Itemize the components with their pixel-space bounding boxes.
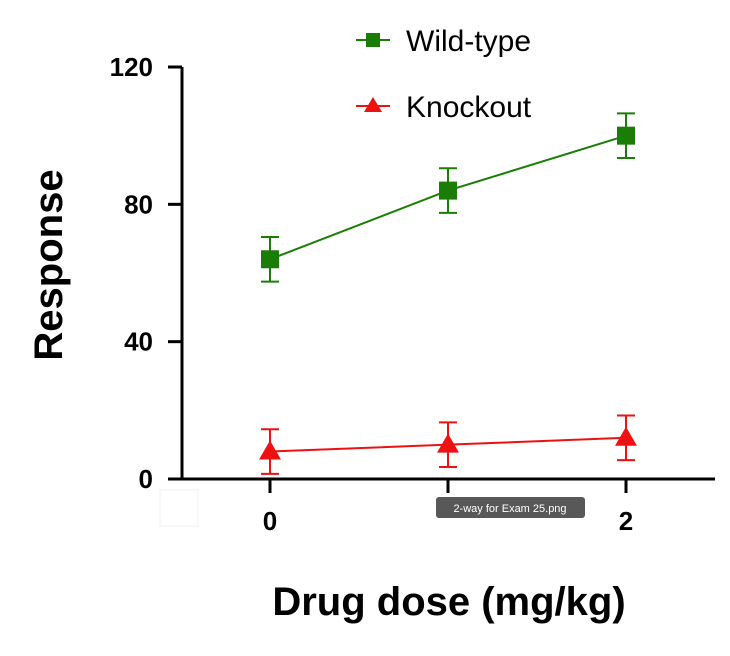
focus-box [159, 489, 199, 527]
wild-type-point [617, 126, 635, 145]
legend: Wild-type Knockout [356, 25, 532, 124]
legend-square-icon [366, 33, 380, 47]
file-tooltip-text: 2-way for Exam 25.png [453, 503, 566, 515]
y-axis-title: Response [27, 169, 71, 360]
y-tick-label: 120 [110, 52, 153, 82]
x-axis-title: Drug dose (mg/kg) [272, 580, 625, 624]
legend-label: Knockout [406, 91, 532, 124]
y-tick-label: 80 [124, 189, 153, 219]
knockout-point [259, 440, 281, 460]
file-tooltip: 2-way for Exam 25.png [436, 497, 585, 518]
knockout-point [615, 426, 637, 446]
legend-item-knockout: Knockout [356, 91, 532, 124]
wild-type-point [261, 250, 279, 269]
x-tick-label: 2 [619, 506, 633, 536]
legend-label: Wild-type [406, 25, 531, 58]
legend-triangle-icon [364, 97, 382, 112]
y-tick-label: 0 [139, 464, 153, 494]
series-layer [259, 112, 637, 475]
legend-item-wild-type: Wild-type [356, 25, 531, 58]
wild-type-point [439, 181, 457, 200]
y-tick-label: 40 [124, 327, 153, 357]
y-axis-ticks: 0 40 80 120 [110, 52, 182, 494]
x-tick-label: 0 [263, 506, 277, 536]
knockout-point [437, 433, 459, 453]
